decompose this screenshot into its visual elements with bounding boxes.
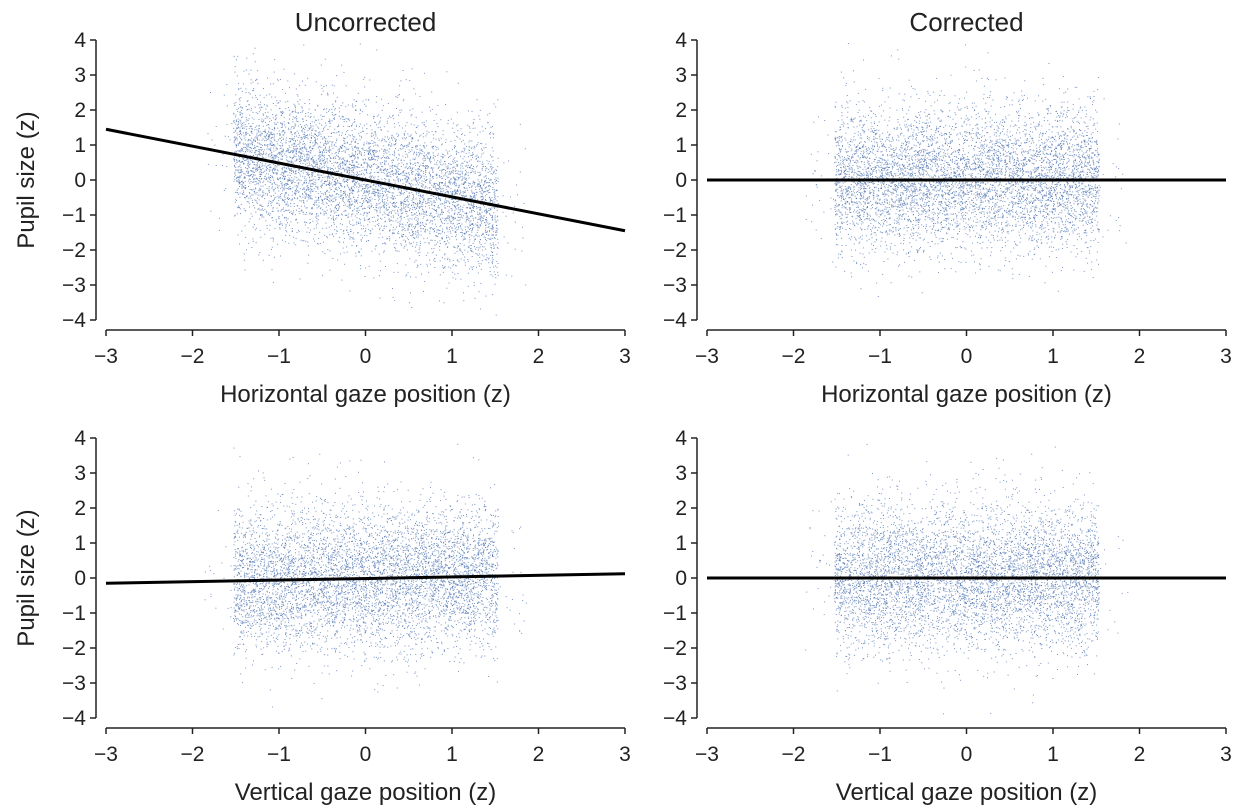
y-tick-label: 0 xyxy=(74,567,86,590)
y-tick-label: 3 xyxy=(74,64,86,87)
x-tick-label: 3 xyxy=(619,345,631,368)
y-tick-label: −3 xyxy=(62,672,86,695)
x-tick-label: −2 xyxy=(181,345,205,368)
y-tick-label: −4 xyxy=(663,309,687,332)
y-tick-label: 1 xyxy=(675,532,687,555)
y-tick-label: 4 xyxy=(74,427,86,450)
y-tick-label: −2 xyxy=(62,239,86,262)
scatter-points xyxy=(805,443,1129,715)
panel-3: 4 3 2 1 0 −1 −2 −3 −4 −3 −2 −1 0 1 2 3 Vertical gaze pos… xyxy=(13,427,631,806)
x-tick-label: −3 xyxy=(94,345,118,368)
x-tick-label: −3 xyxy=(695,743,719,766)
y-tick-label: −4 xyxy=(663,707,687,730)
x-tick-label: −3 xyxy=(695,345,719,368)
x-tick-label: 1 xyxy=(446,345,458,368)
y-tick-label: 2 xyxy=(675,99,687,122)
x-tick-label: −2 xyxy=(782,743,806,766)
x-tick-label: 0 xyxy=(360,345,372,368)
x-axis-label: Vertical gaze position (z) xyxy=(836,779,1097,806)
x-tick-label: 2 xyxy=(533,743,545,766)
fit-line xyxy=(105,572,626,585)
y-tick-label: −4 xyxy=(62,707,86,730)
scatter-points xyxy=(207,43,527,316)
y-tick-label: −1 xyxy=(62,602,86,625)
y-tick-label: 3 xyxy=(675,462,687,485)
scatter-points xyxy=(204,443,527,708)
x-tick-label: 3 xyxy=(1220,743,1232,766)
y-tick-label: −3 xyxy=(62,274,86,297)
x-tick-label: 2 xyxy=(533,345,545,368)
fit-line xyxy=(105,127,626,233)
y-tick-label: 2 xyxy=(675,497,687,520)
x-tick-label: 1 xyxy=(446,743,458,766)
x-tick-label: −1 xyxy=(868,345,892,368)
y-tick-label: 1 xyxy=(74,134,86,157)
x-tick-label: 3 xyxy=(619,743,631,766)
x-tick-label: 2 xyxy=(1134,743,1146,766)
x-axis-label: Horizontal gaze position (z) xyxy=(220,381,511,408)
panel-1: 4 3 2 1 0 −1 −2 −3 −4 −3 −2 −1 0 1 2 3 Horizontal gaze p… xyxy=(13,7,631,408)
y-tick-label: −2 xyxy=(663,239,687,262)
panel-2: 4 3 2 1 0 −1 −2 −3 −4 −3 −2 −1 0 1 2 3 Horizontal gaze p… xyxy=(663,7,1232,408)
x-tick-label: 1 xyxy=(1047,743,1059,766)
y-tick-label: 2 xyxy=(74,99,86,122)
x-tick-label: 0 xyxy=(360,743,372,766)
x-tick-label: 3 xyxy=(1220,345,1232,368)
y-axis-label: Pupil size (z) xyxy=(13,509,40,646)
x-tick-label: 1 xyxy=(1047,345,1059,368)
x-tick-label: −2 xyxy=(181,743,205,766)
y-axis-label: Pupil size (z) xyxy=(13,111,40,248)
x-axis-label: Horizontal gaze position (z) xyxy=(821,381,1112,408)
y-tick-label: −2 xyxy=(663,637,687,660)
y-tick-label: −1 xyxy=(663,602,687,625)
y-tick-label: 3 xyxy=(74,462,86,485)
panel-4: 4 3 2 1 0 −1 −2 −3 −4 −3 −2 −1 0 1 2 3 Vertical gaze pos… xyxy=(663,427,1232,806)
y-tick-label: −2 xyxy=(62,637,86,660)
x-tick-label: −2 xyxy=(782,345,806,368)
y-tick-label: −3 xyxy=(663,274,687,297)
y-tick-label: 0 xyxy=(675,169,687,192)
y-tick-label: 1 xyxy=(675,134,687,157)
y-tick-label: −1 xyxy=(663,204,687,227)
x-tick-label: −1 xyxy=(267,345,291,368)
x-tick-label: −3 xyxy=(94,743,118,766)
y-tick-label: −1 xyxy=(62,204,86,227)
x-tick-label: 0 xyxy=(961,743,973,766)
y-tick-label: 0 xyxy=(675,567,687,590)
x-tick-label: 2 xyxy=(1134,345,1146,368)
x-tick-label: −1 xyxy=(267,743,291,766)
x-tick-label: −1 xyxy=(868,743,892,766)
y-tick-label: 4 xyxy=(675,29,687,52)
y-tick-label: 4 xyxy=(675,427,687,450)
x-tick-label: 0 xyxy=(961,345,973,368)
scatter-points xyxy=(805,43,1128,297)
y-tick-label: 0 xyxy=(74,169,86,192)
x-axis-label: Vertical gaze position (z) xyxy=(235,779,496,806)
y-tick-label: 1 xyxy=(74,532,86,555)
y-tick-label: 4 xyxy=(74,29,86,52)
y-tick-label: −3 xyxy=(663,672,687,695)
y-tick-label: −4 xyxy=(62,309,86,332)
y-tick-label: 3 xyxy=(675,64,687,87)
panel-title: Uncorrected xyxy=(295,7,437,37)
y-tick-label: 2 xyxy=(74,497,86,520)
panel-title: Corrected xyxy=(909,7,1023,37)
